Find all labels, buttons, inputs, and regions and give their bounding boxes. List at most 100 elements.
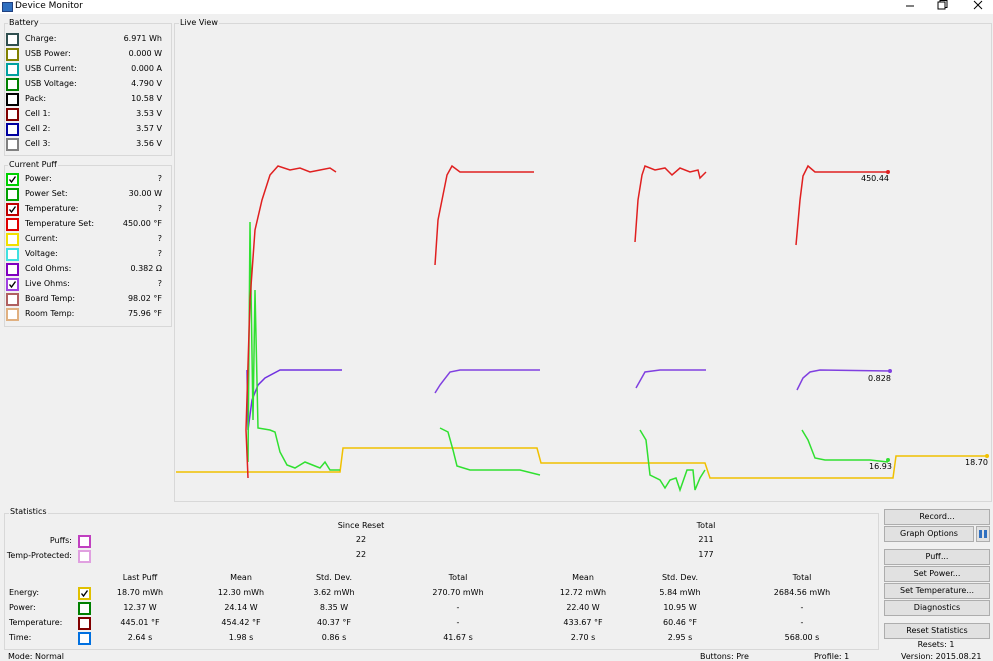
item-label: Cold Ohms:	[25, 264, 72, 273]
row-label: Power:	[9, 603, 36, 612]
checkbox[interactable]	[6, 218, 19, 231]
checkbox[interactable]	[78, 550, 91, 563]
column-header: Last Puff	[122, 573, 158, 582]
item-label: Power Set:	[25, 189, 68, 198]
checkbox[interactable]	[6, 188, 19, 201]
trace	[247, 221, 340, 471]
item-value: 6.971 Wh	[123, 34, 162, 43]
item-value: 450.00 °F	[122, 219, 162, 228]
button[interactable]: Set Temperature...	[884, 583, 990, 599]
item-label: USB Voltage:	[25, 79, 77, 88]
item-label: Board Temp:	[25, 294, 76, 303]
button[interactable]: Graph Options	[884, 526, 974, 542]
stat-value: 568.00 s	[784, 633, 820, 642]
item-value: 0.000 A	[131, 64, 162, 73]
battery-group	[4, 23, 172, 156]
item-value: 3.57 V	[136, 124, 162, 133]
stat-value: 2684.56 mWh	[773, 588, 831, 597]
stat-value: 24.14 W	[224, 603, 258, 612]
count-label: Temp-Protected:	[6, 551, 72, 560]
checkbox[interactable]	[6, 278, 19, 291]
app-icon	[2, 2, 13, 12]
checkbox[interactable]	[6, 63, 19, 76]
column-header: Mean	[230, 573, 252, 582]
stat-value: 12.37 W	[123, 603, 157, 612]
item-value: 3.53 V	[136, 109, 162, 118]
column-header: Std. Dev.	[315, 573, 353, 582]
count-value: 22	[355, 535, 367, 544]
status-item: Version: 2015.08.21	[901, 652, 982, 661]
checkbox[interactable]	[6, 138, 19, 151]
column-header: Total	[448, 573, 468, 582]
item-label: Cell 2:	[25, 124, 51, 133]
checkbox[interactable]	[78, 602, 91, 615]
column-header: Total	[792, 573, 812, 582]
stat-value: 22.40 W	[566, 603, 600, 612]
button[interactable]: Puff...	[884, 549, 990, 565]
stat-value: -	[800, 618, 804, 627]
count-value: 22	[355, 550, 367, 559]
button[interactable]: Record...	[884, 509, 990, 525]
trace-label: 450.44	[861, 174, 889, 183]
item-value: ?	[157, 204, 162, 213]
item-value: ?	[157, 249, 162, 258]
current-puff-group	[4, 165, 172, 327]
stat-value: -	[456, 603, 460, 612]
checkbox[interactable]	[78, 535, 91, 548]
group-title: Battery	[8, 18, 40, 27]
item-label: Cell 1:	[25, 109, 51, 118]
button[interactable]: Set Power...	[884, 566, 990, 582]
row-label: Time:	[9, 633, 32, 642]
checkbox[interactable]	[6, 108, 19, 121]
item-label: USB Power:	[25, 49, 71, 58]
column-header: Mean	[572, 573, 594, 582]
stat-value: 1.98 s	[228, 633, 254, 642]
checkbox[interactable]	[6, 203, 19, 216]
trace-end	[886, 458, 890, 462]
trace-end	[886, 170, 890, 174]
checkbox[interactable]	[6, 293, 19, 306]
window-controls[interactable]	[900, 0, 990, 12]
trace-label: 0.828	[868, 374, 891, 383]
stat-value: -	[456, 618, 460, 627]
checkbox[interactable]	[6, 93, 19, 106]
trace	[795, 164, 888, 246]
button[interactable]: Diagnostics	[884, 600, 990, 616]
group-title: Live View	[179, 18, 219, 27]
item-value: ?	[157, 174, 162, 183]
button[interactable]: Reset Statistics	[884, 623, 990, 639]
stat-value: 12.72 mWh	[559, 588, 607, 597]
checkbox[interactable]	[6, 233, 19, 246]
column-header: Std. Dev.	[661, 573, 699, 582]
checkbox[interactable]	[78, 587, 91, 600]
trace-label: 16.93	[869, 462, 892, 471]
count-label: Puffs:	[49, 536, 72, 545]
item-label: Charge:	[25, 34, 57, 43]
column-header: Since Reset	[337, 521, 385, 530]
checkbox[interactable]	[6, 48, 19, 61]
item-label: Room Temp:	[25, 309, 75, 318]
checkbox[interactable]	[6, 78, 19, 91]
stat-value: 41.67 s	[443, 633, 473, 642]
stat-value: 454.42 °F	[221, 618, 261, 627]
checkbox[interactable]	[6, 308, 19, 321]
title-bar: Device Monitor	[0, 0, 993, 14]
checkbox[interactable]	[78, 632, 91, 645]
checkbox[interactable]	[6, 123, 19, 136]
checkbox[interactable]	[6, 173, 19, 186]
stat-value: 40.37 °F	[316, 618, 352, 627]
pause-button[interactable]	[976, 526, 990, 542]
stat-value: 8.35 W	[319, 603, 349, 612]
stat-value: 60.46 °F	[662, 618, 698, 627]
checkbox[interactable]	[6, 263, 19, 276]
item-label: Temperature Set:	[25, 219, 95, 228]
stat-value: 5.84 mWh	[659, 588, 701, 597]
item-value: 0.000 W	[128, 49, 162, 58]
checkbox[interactable]	[78, 617, 91, 630]
checkbox[interactable]	[6, 33, 19, 46]
checkbox[interactable]	[6, 248, 19, 261]
trace	[434, 164, 534, 266]
trace	[796, 369, 891, 391]
trace	[439, 427, 541, 476]
